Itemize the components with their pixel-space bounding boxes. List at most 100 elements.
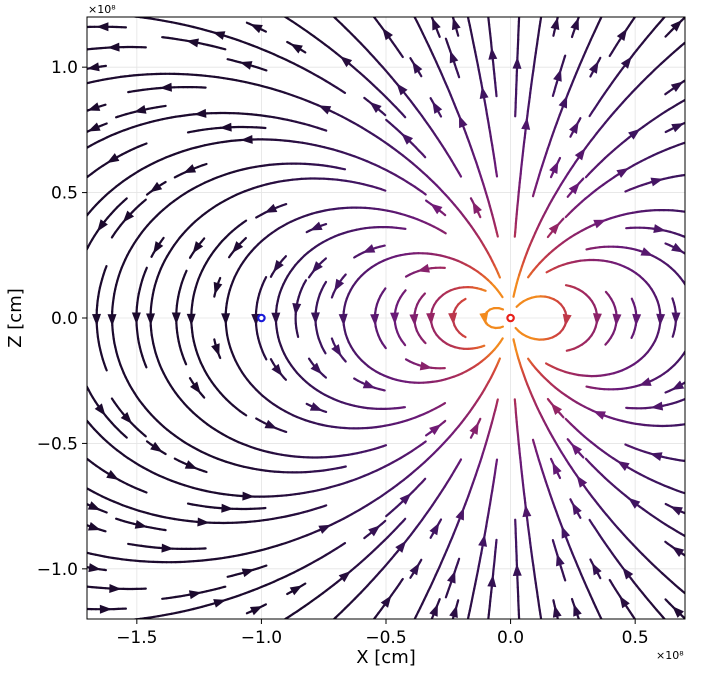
streamline-arrow bbox=[183, 164, 197, 174]
streamline-segment bbox=[423, 340, 427, 345]
streamline-arrow bbox=[592, 313, 602, 326]
streamline-segment bbox=[87, 131, 88, 133]
streamline-arrow bbox=[419, 361, 433, 371]
streamline-segment bbox=[128, 17, 133, 18]
streamline-arrow bbox=[231, 241, 244, 254]
streamline-segment bbox=[630, 332, 635, 339]
streamline-arrow bbox=[671, 242, 684, 253]
streamline-segment bbox=[283, 17, 286, 18]
streamline-arrow bbox=[189, 381, 201, 394]
streamline-arrow bbox=[417, 263, 430, 273]
streamline-arrow bbox=[249, 606, 263, 616]
streamline-arrow bbox=[311, 261, 323, 274]
y-tick-label: 0.5 bbox=[51, 184, 78, 204]
streamline-segment bbox=[363, 96, 369, 102]
streamline-segment bbox=[684, 381, 685, 384]
streamline-segment bbox=[563, 54, 567, 59]
streamline-segment bbox=[307, 273, 312, 279]
streamline-arrow bbox=[369, 101, 382, 113]
streamline-segment bbox=[400, 577, 404, 582]
streamline-segment bbox=[142, 490, 148, 494]
streamline-arrow bbox=[395, 540, 407, 553]
streamline-segment bbox=[602, 13, 603, 16]
streamline-segment bbox=[539, 617, 543, 619]
streamline-arrow bbox=[197, 517, 210, 527]
streamline-arrow bbox=[87, 521, 101, 531]
streamline-segment bbox=[429, 97, 434, 102]
streamline-segment bbox=[340, 465, 347, 469]
streamline-segment bbox=[688, 238, 689, 239]
streamline-segment bbox=[82, 455, 86, 458]
streamline-segment bbox=[202, 470, 208, 474]
streamline-segment bbox=[114, 115, 119, 119]
streamline-segment bbox=[531, 438, 535, 444]
x-tick-label: 0.0 bbox=[497, 628, 524, 648]
streamline-segment bbox=[83, 112, 84, 113]
streamline-segment bbox=[83, 415, 86, 419]
streamline-segment bbox=[589, 558, 593, 564]
streamline-segment bbox=[322, 349, 327, 355]
streamline-arrow bbox=[616, 28, 628, 42]
streamline-arrow bbox=[570, 443, 583, 456]
streamline-arrow bbox=[242, 491, 255, 501]
streamline-arrow bbox=[146, 313, 156, 326]
streamline-arrow bbox=[479, 86, 489, 100]
streamline-segment bbox=[278, 621, 282, 623]
streamline-segment bbox=[680, 210, 685, 213]
streamline-segment bbox=[403, 342, 407, 347]
streamline-arrow bbox=[574, 148, 586, 161]
streamline-segment bbox=[385, 118, 391, 124]
streamline-segment bbox=[684, 592, 685, 595]
streamline-arrow bbox=[88, 563, 101, 573]
streamline-segment bbox=[87, 524, 89, 527]
streamline-arrow bbox=[94, 403, 106, 416]
streamline-arrow bbox=[153, 241, 164, 254]
streamline-arrow bbox=[390, 312, 400, 325]
streamline-arrow bbox=[455, 507, 465, 521]
streamline-segment bbox=[409, 57, 414, 62]
streamline-arrow bbox=[273, 259, 284, 273]
streamline-arrow bbox=[96, 22, 109, 32]
streamline-arrow bbox=[612, 313, 622, 327]
streamline-arrow bbox=[310, 362, 323, 375]
streamline-arrow bbox=[396, 83, 408, 96]
streamline-arrow bbox=[99, 604, 112, 614]
streamline-segment bbox=[242, 412, 248, 417]
streamline-segment bbox=[581, 177, 585, 181]
streamline-arrow bbox=[309, 402, 323, 411]
streamline-arrow bbox=[570, 17, 579, 31]
streamline-segment bbox=[443, 419, 447, 423]
streamline-arrow bbox=[186, 313, 196, 326]
streamline-arrow bbox=[338, 313, 348, 326]
streamline-segment bbox=[684, 618, 685, 619]
streamline-segment bbox=[87, 566, 88, 569]
streamline-arrow bbox=[239, 61, 253, 70]
streamline-segment bbox=[684, 349, 685, 352]
streamline-segment bbox=[682, 79, 685, 83]
streamline-arrow bbox=[87, 62, 100, 72]
streamline-segment bbox=[495, 458, 499, 466]
streamline-segment bbox=[278, 13, 281, 15]
streamline-arrow bbox=[552, 605, 562, 618]
streamline-arrow bbox=[550, 402, 563, 416]
streamline-arrow bbox=[107, 42, 120, 52]
y-tick-label: −1.0 bbox=[37, 560, 78, 580]
streamline-segment bbox=[438, 518, 443, 524]
streamline-arrow bbox=[221, 313, 231, 326]
streamline-arrow bbox=[97, 219, 108, 232]
streamline-arrow bbox=[370, 313, 380, 327]
streamline-segment bbox=[682, 235, 685, 239]
streamline-arrow bbox=[576, 475, 588, 488]
streamline-arrow bbox=[619, 595, 630, 609]
streamline-segment bbox=[184, 361, 188, 366]
streamline-arrow bbox=[212, 31, 226, 40]
streamline-segment bbox=[83, 256, 84, 259]
streamline-segment bbox=[296, 331, 300, 338]
streamline-arrow bbox=[550, 17, 560, 31]
streamline-arrow bbox=[107, 314, 117, 327]
streamline-arrow bbox=[292, 303, 302, 316]
streamline-arrow bbox=[241, 568, 255, 578]
streamline-arrow bbox=[512, 56, 522, 69]
streamline-arrow bbox=[569, 121, 579, 134]
streamline-segment bbox=[330, 292, 335, 299]
